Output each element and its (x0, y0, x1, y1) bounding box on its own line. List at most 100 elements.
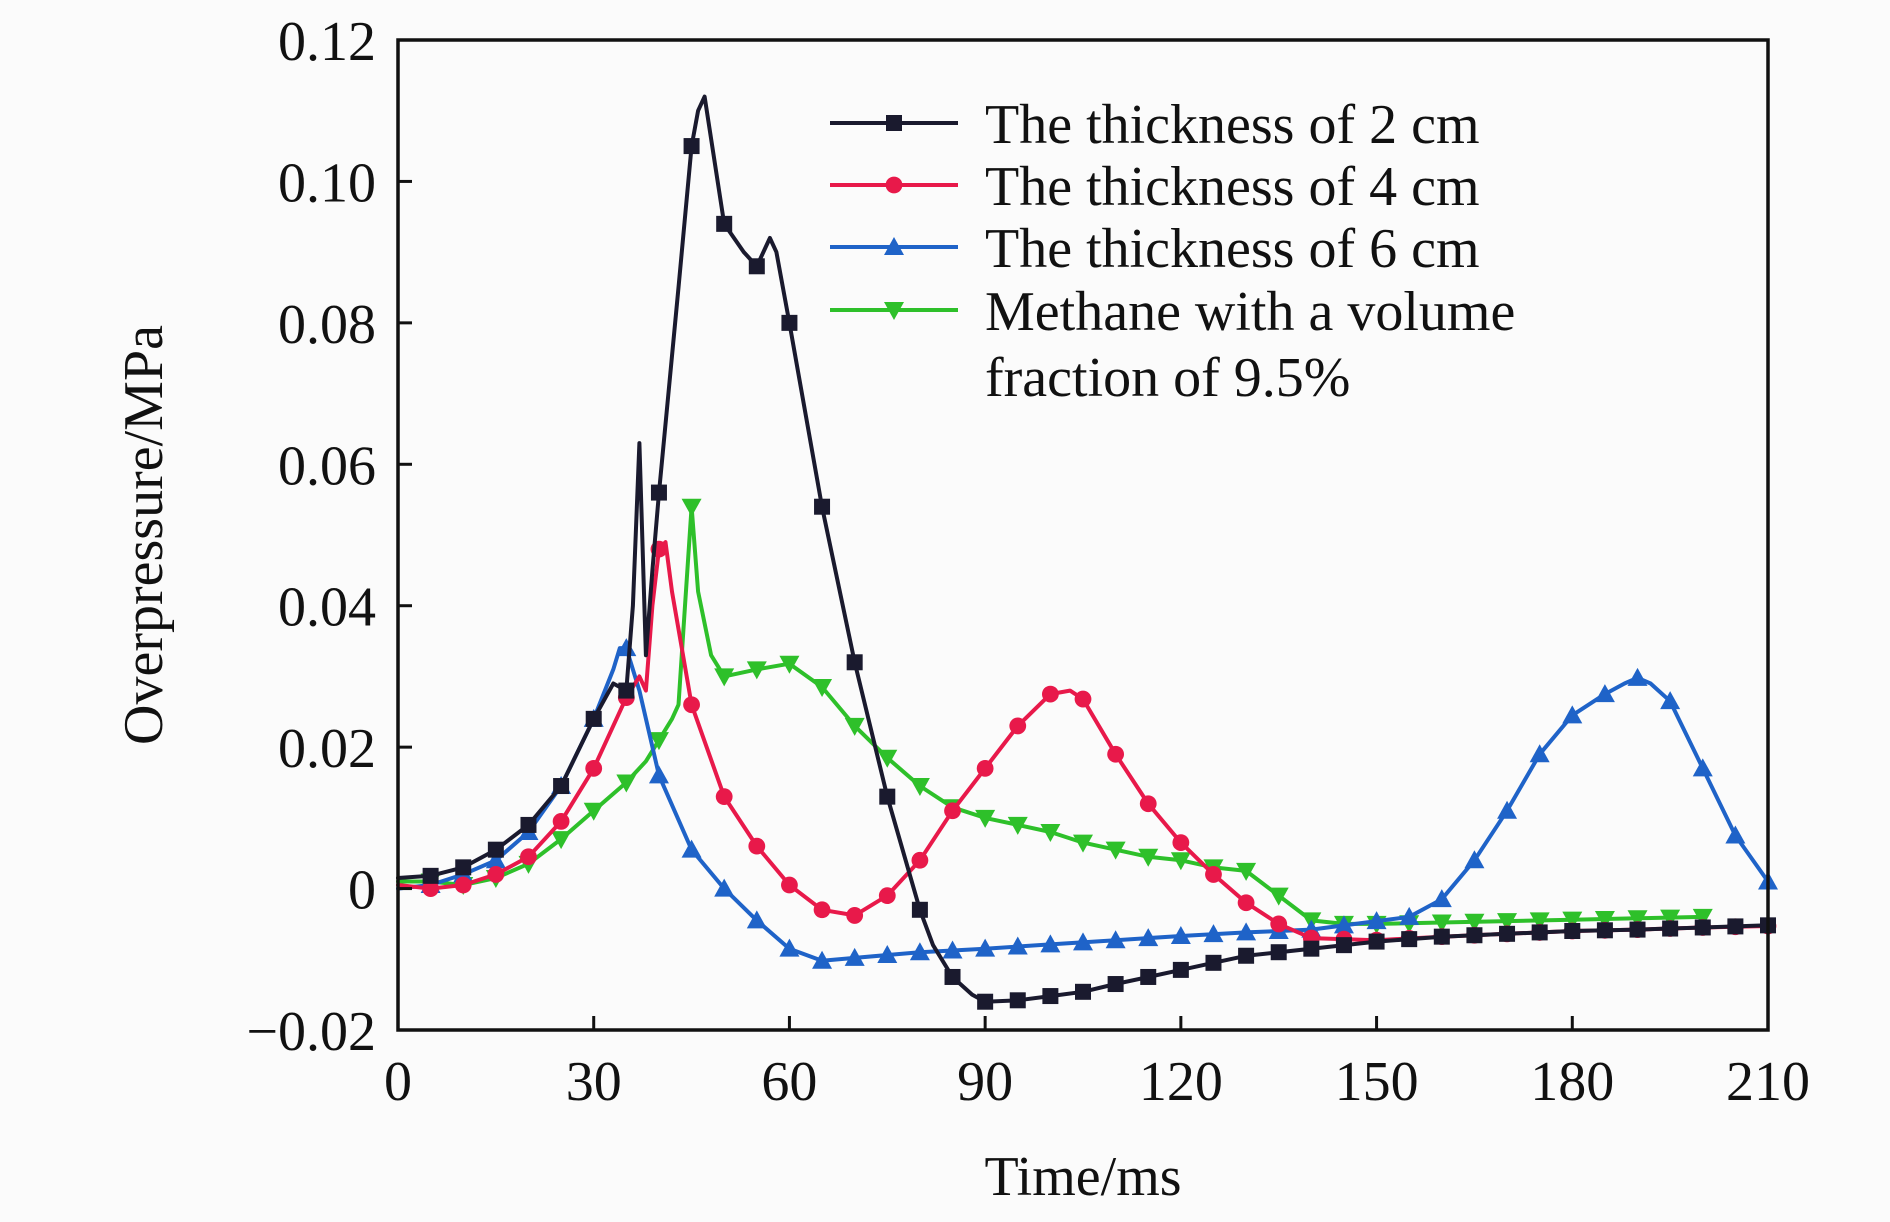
data-point (1531, 924, 1548, 941)
data-point (844, 717, 865, 736)
data-point (1138, 848, 1159, 867)
data-point (1464, 850, 1485, 869)
data-point (1529, 912, 1550, 931)
y-tick-label: 0.08 (278, 294, 376, 356)
data-point (1270, 915, 1288, 933)
y-tick-label: 0 (348, 860, 376, 922)
data-point (681, 498, 702, 517)
plot-frame (396, 38, 1770, 1032)
data-point (1205, 866, 1222, 883)
legend-entry: The thickness of 4 cm (830, 156, 1480, 218)
x-tick-label: 30 (566, 1051, 622, 1113)
data-point (1727, 918, 1744, 935)
data-point (1007, 936, 1028, 955)
data-point (714, 668, 735, 687)
data-point (1270, 944, 1287, 961)
data-point (748, 258, 765, 275)
data-point (487, 866, 505, 883)
data-point (1203, 924, 1224, 943)
data-point (846, 654, 863, 671)
data-point (877, 945, 898, 964)
data-point (1105, 930, 1126, 949)
data-point (813, 901, 831, 919)
legend-marker (885, 176, 903, 194)
legend-marker (884, 237, 904, 255)
data-point (683, 138, 700, 155)
data-point (1009, 717, 1027, 735)
data-point (877, 749, 898, 768)
data-point (1073, 932, 1093, 951)
data-point (553, 778, 570, 795)
data-point (1431, 889, 1452, 908)
data-point (1237, 894, 1255, 912)
data-point (716, 215, 733, 232)
data-point (1236, 862, 1257, 881)
x-tick-label: 150 (1335, 1051, 1419, 1113)
data-point (781, 876, 798, 894)
data-point (1075, 983, 1091, 1000)
y-tick-label: 0.02 (278, 718, 376, 780)
data-point (1594, 910, 1615, 929)
data-point (1497, 913, 1518, 932)
y-tick-label: 0.10 (278, 152, 376, 214)
legend-entry: The thickness of 6 cm (830, 218, 1480, 280)
data-point (1138, 928, 1159, 947)
data-point (1629, 921, 1646, 938)
y-tick-label: −0.02 (246, 1001, 376, 1063)
data-point (618, 682, 635, 699)
data-point (814, 498, 831, 515)
data-point (1170, 925, 1191, 944)
data-point (1594, 684, 1615, 703)
series-4 (396, 498, 1713, 934)
y-tick-label: 0.12 (278, 11, 376, 73)
y-tick-label: 0.06 (278, 435, 376, 497)
data-point (1238, 947, 1255, 964)
x-tick-label: 60 (761, 1051, 817, 1113)
data-point (1170, 852, 1191, 871)
data-point (1009, 992, 1026, 1009)
y-axis-title: Overpressure/MPa (113, 325, 175, 745)
data-point (911, 901, 928, 918)
series-group (396, 94, 1778, 1010)
x-tick-label: 180 (1530, 1051, 1614, 1113)
data-point (585, 710, 602, 727)
data-point (1660, 691, 1681, 710)
data-point (1074, 690, 1092, 708)
data-point (1401, 931, 1418, 948)
data-point (454, 876, 472, 894)
data-point (977, 993, 994, 1010)
data-point (1139, 795, 1157, 813)
series-line (396, 540, 1770, 943)
data-point (1040, 824, 1061, 842)
legend-label: Methane with a volume (985, 281, 1515, 343)
data-point (1399, 906, 1420, 925)
data-point (585, 759, 603, 777)
data-point (1107, 976, 1124, 993)
data-point (1333, 915, 1354, 934)
data-point (648, 732, 669, 751)
data-point (1562, 705, 1583, 724)
data-point (487, 841, 504, 858)
data-point (583, 802, 604, 821)
data-point (844, 947, 865, 966)
data-point (616, 774, 637, 793)
data-point (1562, 911, 1583, 930)
x-tick-label: 210 (1726, 1051, 1810, 1113)
data-point (552, 812, 570, 830)
data-point (1596, 922, 1613, 939)
data-point (715, 788, 733, 806)
x-axis-title: Time/ms (984, 1146, 1181, 1208)
data-point (1431, 914, 1452, 933)
data-point (455, 859, 472, 876)
data-point (1040, 934, 1061, 953)
data-point (878, 887, 896, 905)
data-point (1007, 816, 1028, 835)
x-tick-label: 0 (384, 1051, 412, 1113)
data-point (1662, 920, 1679, 937)
data-point (746, 661, 767, 680)
data-point (648, 765, 669, 784)
data-point (1105, 841, 1126, 860)
data-point (551, 831, 572, 850)
data-point (422, 880, 440, 897)
data-point (1529, 744, 1550, 763)
